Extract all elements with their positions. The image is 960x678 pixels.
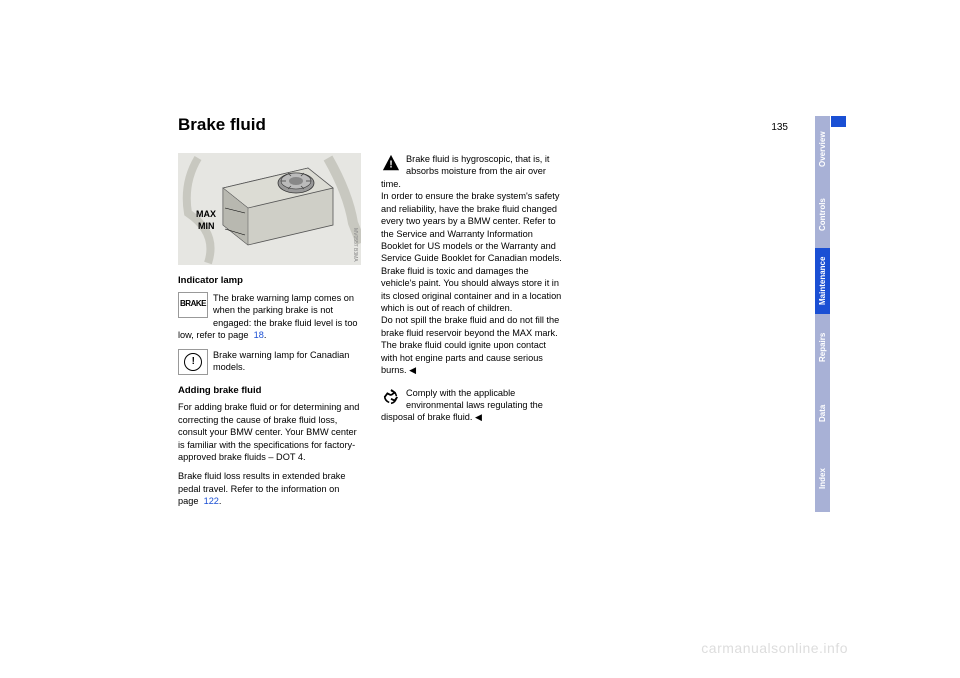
tab-index[interactable]: Index — [815, 446, 830, 512]
warning-text-1: Brake fluid is hygroscopic, that is, it … — [381, 154, 550, 189]
end-marker-1: ◀ — [409, 365, 416, 375]
tab-data[interactable]: Data — [815, 380, 830, 446]
indicator-text-end: . — [264, 330, 267, 340]
recycle-icon — [381, 387, 401, 407]
indicator-lamp-paragraph: BRAKE The brake warning lamp comes on wh… — [178, 292, 361, 342]
column-right: ! Brake fluid is hygroscopic, that is, i… — [381, 153, 564, 515]
warning-text-3: Do not spill the brake fluid and do not … — [381, 315, 559, 375]
canadian-lamp-paragraph: ! Brake warning lamp for Canadian models… — [178, 349, 361, 377]
watermark: carmanualsonline.info — [701, 640, 848, 656]
figure-credit: MV0557 B3MA — [351, 228, 358, 262]
subhead-indicator-lamp: Indicator lamp — [178, 275, 361, 288]
page-content: Brake fluid 135 — [178, 115, 788, 515]
adding-paragraph-1: For adding brake fluid or for determinin… — [178, 401, 361, 463]
column-left: MAX MIN MV0557 B3MA Indicator lamp BRAKE… — [178, 153, 361, 515]
adding-paragraph-2: Brake fluid loss results in extended bra… — [178, 470, 361, 507]
canadian-brake-icon: ! — [178, 349, 208, 375]
svg-text:!: ! — [389, 160, 392, 171]
tab-repairs[interactable]: Repairs — [815, 314, 830, 380]
adding-text-b: . — [219, 496, 222, 506]
side-tabs: OverviewControlsMaintenanceRepairsDataIn… — [815, 116, 830, 512]
figure-max-label: MAX — [196, 208, 216, 220]
page-number: 135 — [771, 122, 788, 133]
figure-min-label: MIN — [198, 220, 215, 232]
tab-maintenance[interactable]: Maintenance — [815, 248, 830, 314]
end-marker-2: ◀ — [475, 412, 482, 422]
page-title: Brake fluid — [178, 115, 266, 135]
page-link-18[interactable]: 18 — [254, 330, 264, 340]
canadian-text: Brake warning lamp for Canadian models. — [213, 350, 349, 372]
brake-reservoir-figure: MAX MIN MV0557 B3MA — [178, 153, 361, 265]
subhead-adding: Adding brake fluid — [178, 385, 361, 398]
warning-paragraph: ! Brake fluid is hygroscopic, that is, i… — [381, 153, 564, 377]
warning-icon: ! — [381, 153, 401, 173]
warning-text-2: In order to ensure the brake system's sa… — [381, 191, 562, 313]
recycle-paragraph: Comply with the applicable environmental… — [381, 387, 564, 424]
tab-overview[interactable]: Overview — [815, 116, 830, 182]
page-link-122[interactable]: 122 — [204, 496, 219, 506]
page-marker — [831, 116, 846, 127]
recycle-text: Comply with the applicable environmental… — [381, 388, 543, 423]
tab-controls[interactable]: Controls — [815, 182, 830, 248]
brake-icon: BRAKE — [178, 292, 208, 318]
